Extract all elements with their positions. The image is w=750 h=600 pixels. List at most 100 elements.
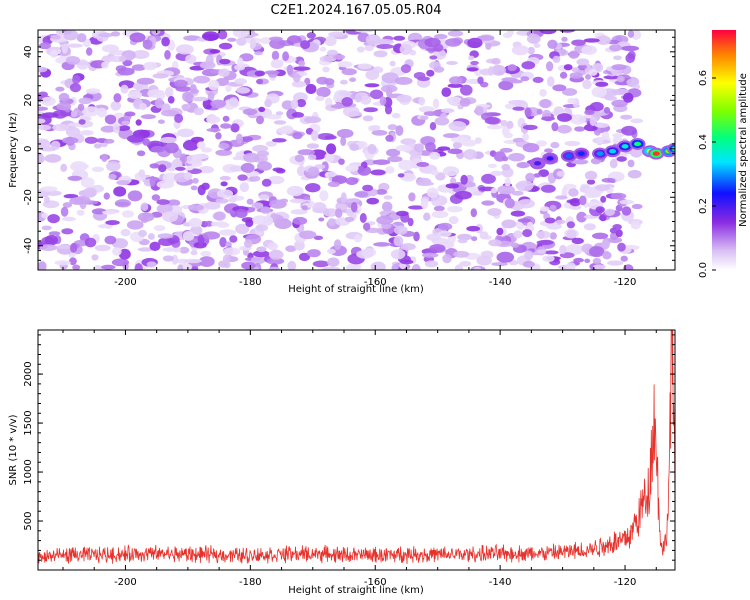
heatmap-noise-cell bbox=[471, 236, 478, 242]
heatmap-noise-cell bbox=[265, 141, 277, 147]
heatmap-noise-cell bbox=[245, 219, 254, 227]
heatmap-noise-cell bbox=[496, 251, 515, 263]
heatmap-noise-cell bbox=[383, 195, 393, 200]
heatmap-noise-cell bbox=[379, 96, 387, 106]
heatmap-noise-cell bbox=[236, 37, 247, 46]
heatmap-noise-cell bbox=[362, 115, 374, 122]
heatmap-noise-cell bbox=[147, 89, 164, 98]
heatmap-noise-cell bbox=[193, 107, 204, 116]
heatmap-noise-cell bbox=[236, 87, 251, 94]
heatmap-noise-cell bbox=[47, 214, 60, 224]
heatmap-noise-cell bbox=[202, 31, 220, 41]
heatmap-noise-cell bbox=[291, 112, 304, 118]
heatmap-noise-cell bbox=[110, 101, 122, 111]
heatmap-noise-cell bbox=[324, 35, 337, 47]
heatmap-noise-cell bbox=[268, 249, 284, 260]
heatmap-noise-cell bbox=[104, 235, 117, 245]
snr-axes: -200 -180 -160 -140 -120 500 1000 1500 2000 bbox=[23, 330, 675, 588]
heatmap-noise-cell bbox=[272, 138, 287, 143]
heatmap-noise-cell bbox=[206, 115, 221, 124]
heatmap-noise-cell bbox=[559, 244, 567, 255]
heatmap-noise-cell bbox=[264, 99, 272, 108]
heatmap-noise-cell bbox=[78, 119, 86, 125]
heatmap-noise-cell bbox=[627, 30, 635, 38]
heatmap-noise-cell bbox=[202, 98, 213, 110]
heatmap-noise-cell bbox=[354, 191, 369, 198]
heatmap-noise-cell bbox=[232, 156, 242, 161]
heatmap-noise-cell bbox=[453, 250, 470, 258]
heatmap-noise-cell bbox=[215, 149, 232, 156]
heatmap-noise-cell bbox=[370, 261, 386, 270]
heatmap-noise-cell bbox=[232, 30, 250, 38]
heatmap-noise-cell bbox=[349, 143, 360, 151]
heatmap-noise-cell bbox=[579, 195, 587, 206]
heatmap-noise-cell bbox=[372, 159, 391, 165]
heatmap-noise-cell bbox=[239, 53, 254, 62]
heatmap-noise-cell bbox=[182, 91, 194, 103]
heatmap-noise-cell bbox=[565, 244, 583, 255]
heatmap-noise-cell bbox=[539, 98, 552, 109]
heatmap-noise-cell bbox=[82, 106, 100, 117]
heatmap-noise-cell bbox=[623, 264, 634, 270]
heatmap-noise-cell bbox=[611, 88, 629, 96]
heatmap-noise-cell bbox=[222, 115, 230, 122]
heatmap-noise-cell bbox=[152, 73, 169, 79]
heatmap-noise-cell bbox=[242, 108, 258, 116]
heatmap-noise-cell bbox=[80, 130, 94, 136]
heatmap-noise-cell bbox=[72, 264, 81, 270]
heatmap-noise-cell bbox=[470, 208, 477, 218]
heatmap-noise-cell bbox=[117, 67, 135, 76]
heatmap-noise-cell bbox=[218, 42, 233, 50]
heatmap-noise-cell bbox=[156, 203, 173, 214]
heatmap-noise-cell bbox=[549, 204, 557, 211]
heatmap-noise-cell bbox=[423, 111, 438, 116]
heatmap-noise-cell bbox=[457, 238, 468, 244]
heatmap-noise-cell bbox=[41, 112, 59, 118]
heatmap-noise-cell bbox=[426, 187, 439, 198]
heatmap-noise-cell bbox=[220, 181, 228, 187]
heatmap-noise-cell bbox=[199, 61, 216, 70]
heatmap-noise-cell bbox=[479, 231, 489, 240]
heatmap-noise-cell bbox=[591, 86, 607, 98]
heatmap-noise-cell bbox=[621, 206, 632, 216]
heatmap-noise-cell bbox=[164, 142, 179, 154]
heatmap-noise-cell bbox=[227, 37, 237, 42]
heatmap-signal-core bbox=[609, 149, 617, 154]
heatmap-noise-cell bbox=[425, 142, 436, 152]
heatmap-noise-cell bbox=[463, 149, 478, 160]
heatmap-noise-cell bbox=[146, 261, 157, 268]
heatmap-noise-cell bbox=[574, 126, 586, 132]
heatmap-noise-cell bbox=[306, 143, 319, 149]
heatmap-noise-cell bbox=[568, 188, 579, 197]
heatmap-noise-cell bbox=[447, 30, 464, 37]
heatmap-noise-cell bbox=[254, 70, 266, 77]
heatmap-noise-cell bbox=[292, 132, 303, 140]
heatmap-noise-cell bbox=[113, 93, 122, 103]
heatmap-noise-cell bbox=[318, 217, 325, 222]
heatmap-noise-cell bbox=[290, 99, 299, 110]
heatmap-noise-cell bbox=[271, 50, 280, 61]
heatmap-noise-cell bbox=[373, 50, 388, 58]
heatmap-noise-cell bbox=[183, 172, 193, 180]
heatmap-noise-cell bbox=[365, 34, 381, 46]
heatmap-noise-cell bbox=[300, 40, 311, 50]
heatmap-noise-cell bbox=[346, 263, 357, 270]
heatmap-noise-cell bbox=[193, 241, 207, 249]
heatmap-noise-cell bbox=[448, 216, 459, 225]
heatmap-noise-cell bbox=[100, 125, 117, 133]
heatmap-noise-cell bbox=[137, 247, 153, 252]
heatmap-noise-cell bbox=[346, 208, 353, 217]
heatmap-noise-cell bbox=[595, 137, 604, 146]
heatmap-noise-cell bbox=[521, 133, 530, 141]
heatmap-noise-cell bbox=[122, 59, 133, 67]
heatmap-noise-cell bbox=[297, 149, 315, 156]
heatmap-noise-cell bbox=[267, 175, 285, 185]
heatmap-noise-cell bbox=[433, 43, 444, 52]
heatmap-noise-cell bbox=[488, 239, 502, 247]
heatmap-noise-cell bbox=[138, 229, 148, 237]
heatmap-noise-cell bbox=[174, 113, 184, 123]
heatmap-noise-cell bbox=[585, 74, 591, 80]
heatmap-noise-cell bbox=[65, 127, 81, 137]
heatmap-noise-cell bbox=[509, 79, 523, 84]
heatmap-noise-cell bbox=[357, 63, 372, 70]
